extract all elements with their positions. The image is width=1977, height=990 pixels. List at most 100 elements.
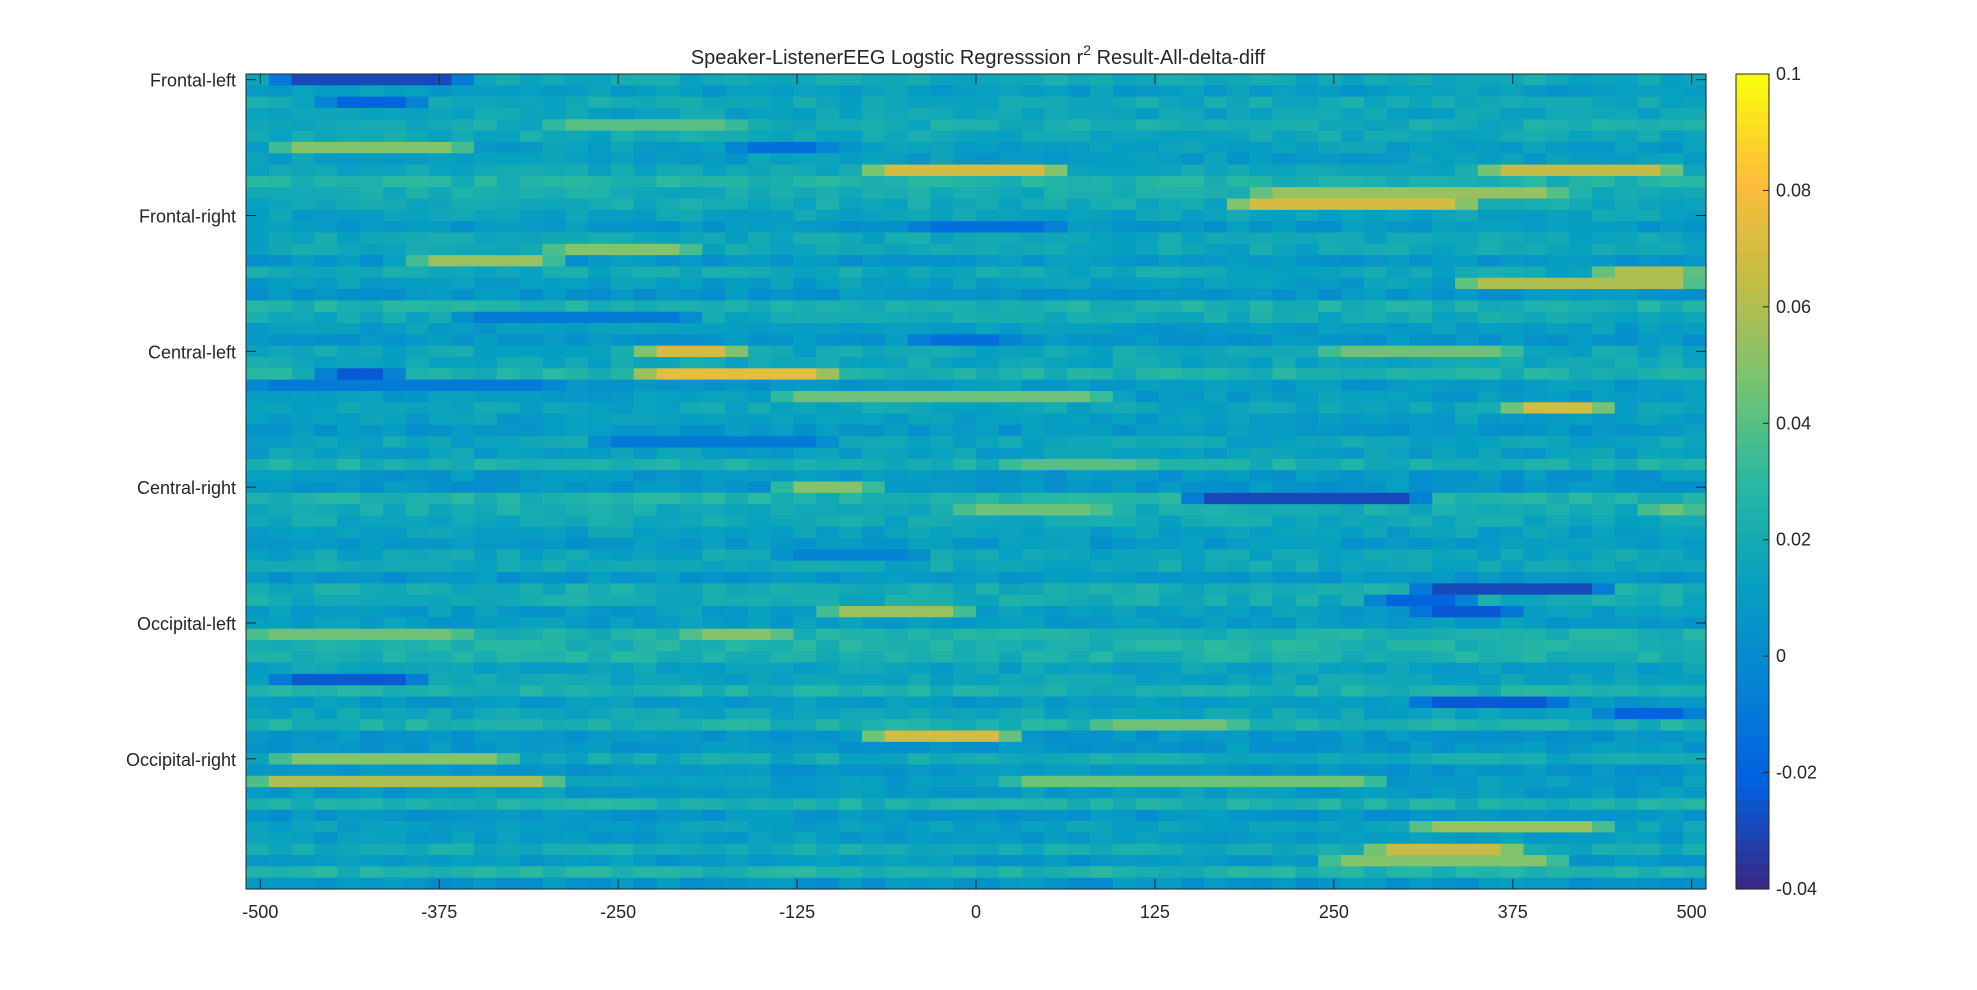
heatmap-cell bbox=[405, 572, 430, 584]
colorbar-segment bbox=[1736, 124, 1769, 139]
heatmap-cell bbox=[1021, 175, 1046, 188]
heatmap-cell bbox=[1021, 323, 1046, 335]
heatmap-cell bbox=[793, 119, 817, 132]
heatmap-cell bbox=[1614, 187, 1639, 200]
heatmap-cell bbox=[633, 696, 658, 709]
heatmap-cell bbox=[725, 311, 749, 324]
heatmap-cell bbox=[1090, 594, 1114, 607]
heatmap-cell bbox=[1341, 877, 1365, 890]
heatmap-cell bbox=[702, 696, 726, 709]
heatmap-cell bbox=[702, 266, 726, 279]
heatmap-cell bbox=[1112, 424, 1137, 437]
heatmap-cell bbox=[1112, 153, 1137, 166]
heatmap-cell bbox=[1044, 175, 1068, 188]
heatmap-cell bbox=[1569, 594, 1593, 607]
heatmap-cell bbox=[1021, 719, 1046, 732]
heatmap-cell bbox=[1432, 356, 1456, 369]
heatmap-cell bbox=[268, 855, 293, 867]
heatmap-cell bbox=[770, 526, 795, 539]
heatmap-cell bbox=[246, 707, 270, 720]
heatmap-cell bbox=[1569, 470, 1593, 483]
heatmap-cell bbox=[565, 402, 589, 415]
heatmap-cell bbox=[1295, 594, 1319, 607]
heatmap-cell bbox=[1204, 594, 1228, 607]
heatmap-cell bbox=[1591, 311, 1616, 324]
heatmap-cell bbox=[998, 673, 1023, 686]
heatmap-cell bbox=[451, 368, 475, 381]
heatmap-cell bbox=[1660, 504, 1684, 517]
heatmap-cell bbox=[1500, 662, 1525, 675]
heatmap-cell bbox=[839, 515, 863, 528]
heatmap-cell bbox=[1135, 821, 1160, 833]
heatmap-cell bbox=[1318, 447, 1342, 460]
heatmap-cell bbox=[1477, 866, 1502, 879]
heatmap-cell bbox=[1683, 413, 1707, 426]
heatmap-cell bbox=[314, 685, 338, 698]
heatmap-cell bbox=[1318, 368, 1342, 381]
heatmap-cell bbox=[337, 798, 361, 811]
heatmap-cell bbox=[656, 719, 681, 732]
heatmap-cell bbox=[1021, 696, 1046, 709]
heatmap-cell bbox=[405, 470, 430, 483]
heatmap-cell bbox=[1135, 277, 1160, 290]
heatmap-cell bbox=[953, 809, 977, 822]
heatmap-cell bbox=[496, 492, 521, 505]
heatmap-cell bbox=[702, 402, 726, 415]
heatmap-cell bbox=[428, 741, 452, 754]
heatmap-cell bbox=[1432, 809, 1456, 822]
heatmap-cell bbox=[1181, 96, 1205, 109]
heatmap-cell bbox=[1637, 583, 1661, 596]
heatmap-cell bbox=[1432, 323, 1456, 335]
heatmap-cell bbox=[268, 673, 293, 686]
heatmap-cell bbox=[998, 628, 1023, 641]
heatmap-cell bbox=[1477, 334, 1502, 347]
heatmap-cell bbox=[1090, 798, 1114, 811]
heatmap-cell bbox=[405, 832, 430, 845]
heatmap-cell bbox=[1135, 164, 1160, 177]
heatmap-cell bbox=[702, 356, 726, 369]
heatmap-cell bbox=[1477, 323, 1502, 335]
heatmap-cell bbox=[519, 470, 544, 483]
heatmap-cell bbox=[1044, 764, 1068, 777]
heatmap-cell bbox=[246, 492, 270, 505]
heatmap-cell bbox=[747, 85, 772, 98]
heatmap-cell bbox=[1500, 153, 1525, 166]
heatmap-cell bbox=[611, 424, 635, 437]
heatmap-cell bbox=[1249, 628, 1274, 641]
heatmap-cell bbox=[679, 141, 703, 154]
heatmap-cell bbox=[656, 594, 681, 607]
heatmap-cell bbox=[1500, 221, 1525, 234]
heatmap-cell bbox=[1523, 504, 1547, 517]
heatmap-cell bbox=[747, 855, 772, 867]
heatmap-cell bbox=[679, 85, 703, 98]
heatmap-cell bbox=[1546, 673, 1570, 686]
heatmap-cell bbox=[816, 526, 840, 539]
heatmap-cell bbox=[1112, 843, 1137, 856]
heatmap-cell bbox=[1523, 379, 1547, 392]
heatmap-cell bbox=[1341, 775, 1365, 788]
heatmap-cell bbox=[816, 504, 840, 517]
heatmap-cell bbox=[976, 458, 1000, 471]
heatmap-cell bbox=[1455, 187, 1479, 200]
heatmap-cell bbox=[747, 572, 772, 584]
heatmap-cell bbox=[747, 764, 772, 777]
heatmap-cell bbox=[382, 130, 407, 143]
heatmap-cell bbox=[884, 787, 909, 800]
heatmap-cell bbox=[542, 458, 566, 471]
heatmap-cell bbox=[405, 323, 430, 335]
heatmap-cell bbox=[1455, 221, 1479, 234]
heatmap-cell bbox=[770, 175, 795, 188]
heatmap-cell bbox=[519, 141, 544, 154]
heatmap-cell bbox=[405, 809, 430, 822]
heatmap-cell bbox=[793, 96, 817, 109]
heatmap-cell bbox=[1021, 390, 1046, 403]
heatmap-cell bbox=[839, 560, 863, 573]
heatmap-cell bbox=[1409, 492, 1433, 505]
heatmap-cell bbox=[633, 243, 658, 256]
heatmap-cell bbox=[1523, 798, 1547, 811]
heatmap-cell bbox=[360, 843, 384, 856]
heatmap-cell bbox=[314, 583, 338, 596]
heatmap-cell bbox=[1409, 323, 1433, 335]
heatmap-cell bbox=[1204, 809, 1228, 822]
heatmap-cell bbox=[861, 572, 886, 584]
